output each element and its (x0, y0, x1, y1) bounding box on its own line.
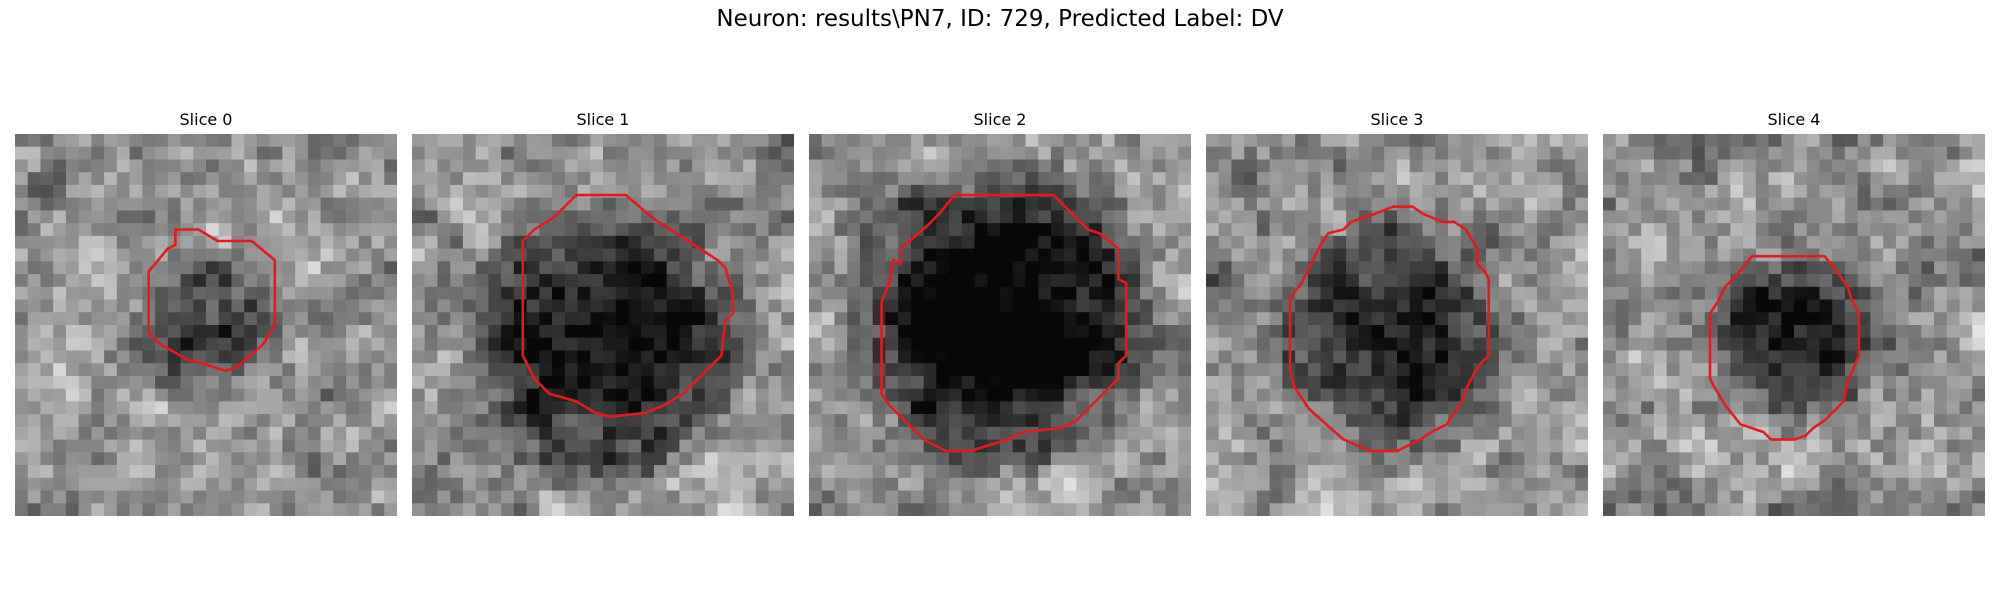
slice-2-title: Slice 2 (973, 110, 1027, 129)
slice-4-title: Slice 4 (1767, 110, 1821, 129)
slice-1-image (412, 134, 794, 516)
slice-3-image (1206, 134, 1588, 516)
slice-0-title: Slice 0 (179, 110, 233, 129)
slice-1-title: Slice 1 (576, 110, 630, 129)
segmentation-contour (521, 193, 735, 419)
segmentation-contour (1288, 205, 1491, 453)
pixel-grid (1206, 134, 1588, 516)
slice-3-title: Slice 3 (1370, 110, 1424, 129)
segmentation-contour (1708, 254, 1861, 441)
slice-4-image (1603, 134, 1985, 516)
pixel-grid (1603, 134, 1985, 516)
slice-2-image (809, 134, 1191, 516)
figure-title: Neuron: results\PN7, ID: 729, Predicted … (716, 6, 1284, 32)
segmentation-contour (880, 193, 1128, 453)
slice-0-image (15, 134, 397, 516)
pixel-grid (809, 134, 1191, 516)
pixel-grid (15, 134, 397, 516)
pixel-grid (412, 134, 794, 516)
segmentation-contour (147, 228, 277, 373)
